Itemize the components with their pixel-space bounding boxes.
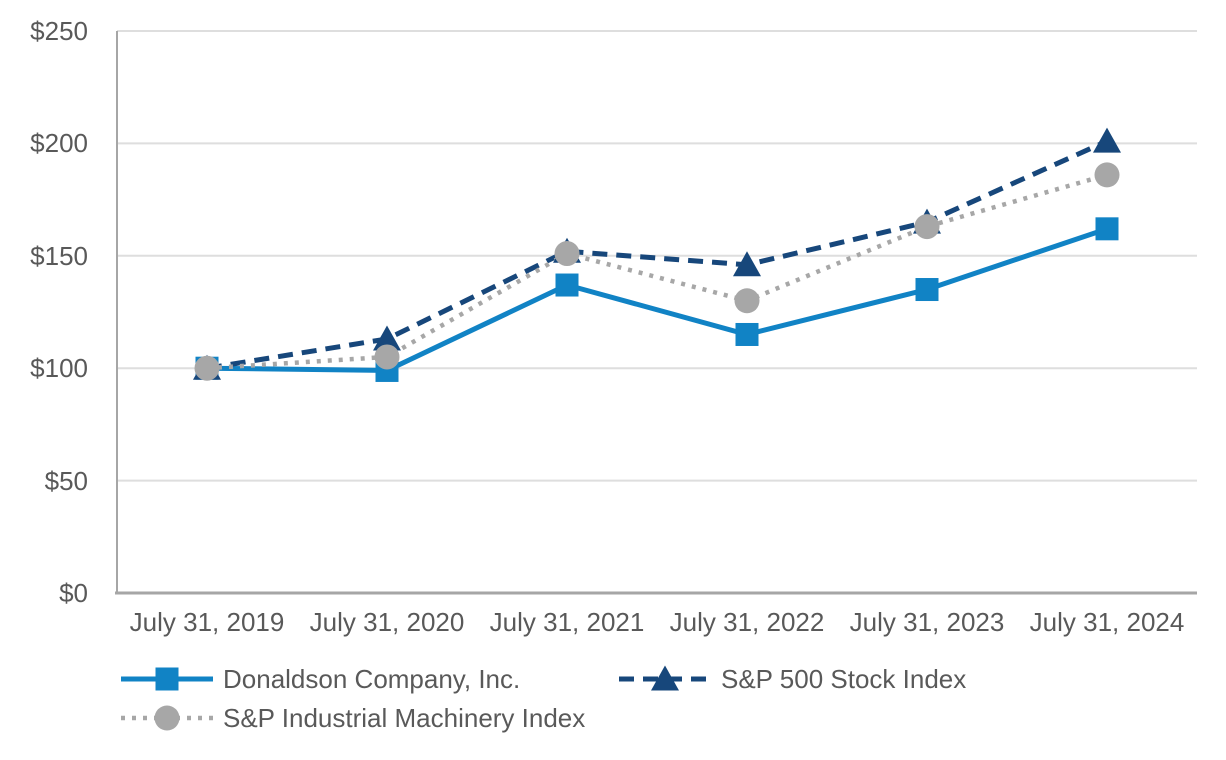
s-p-industrial-machinery-index-marker-1 xyxy=(374,344,400,370)
y-axis-tick-100: $100 xyxy=(30,353,88,383)
x-axis-label-2021: July 31, 2021 xyxy=(489,607,645,637)
x-axis-label-2019: July 31, 2019 xyxy=(129,607,285,637)
legend-label-sp500: S&P 500 Stock Index xyxy=(721,663,967,694)
x-axis-label-2023: July 31, 2023 xyxy=(849,607,1005,637)
y-axis-tick-150: $150 xyxy=(30,241,88,271)
y-axis-tick-50: $50 xyxy=(44,466,88,496)
legend-swatch-sp500 xyxy=(619,665,711,691)
legend-item-sp500: S&P 500 Stock Index xyxy=(619,660,966,698)
donaldson-company-inc-marker-2 xyxy=(555,273,579,297)
donaldson-company-inc-line xyxy=(206,226,1108,373)
y-axis-tick-250: $250 xyxy=(30,16,88,46)
legend-square-marker xyxy=(155,667,179,691)
x-axis-label-2024: July 31, 2024 xyxy=(1029,607,1185,637)
legend-label-donaldson: Donaldson Company, Inc. xyxy=(223,663,521,694)
y-axis-tick-200: $200 xyxy=(30,128,88,158)
s-p-500-stock-index-marker-5 xyxy=(1093,127,1121,153)
s-p-industrial-machinery-index-marker-0 xyxy=(194,355,220,381)
s-p-industrial-machinery-index-marker-3 xyxy=(734,288,760,314)
legend-swatch-industrial-machinery xyxy=(121,705,213,731)
legend-circle-marker xyxy=(154,705,180,731)
x-axis-label-2020: July 31, 2020 xyxy=(309,607,465,637)
s-p-500-stock-index-marker-3 xyxy=(733,251,761,277)
s-p-500-stock-index-marker-1 xyxy=(373,325,401,351)
s-p-industrial-machinery-index-marker-4 xyxy=(914,214,940,240)
legend-label-industrial-machinery: S&P Industrial Machinery Index xyxy=(223,702,586,733)
donaldson-company-inc-marker-5 xyxy=(1095,217,1119,241)
legend-swatch-donaldson xyxy=(121,667,213,691)
legend-triangle-marker xyxy=(651,665,679,691)
donaldson-company-inc-marker-3 xyxy=(735,322,759,346)
s-p-industrial-machinery-index-marker-2 xyxy=(554,241,580,267)
s-p-500-stock-index-line xyxy=(206,138,1109,371)
legend-item-industrial-machinery: S&P Industrial Machinery Index xyxy=(121,699,585,737)
s-p-industrial-machinery-index-marker-5 xyxy=(1094,162,1120,188)
y-axis-tick-0: $0 xyxy=(59,578,88,608)
x-axis-label-2022: July 31, 2022 xyxy=(669,607,825,637)
donaldson-company-inc-marker-4 xyxy=(915,278,939,302)
legend-item-donaldson: Donaldson Company, Inc. xyxy=(121,660,520,698)
